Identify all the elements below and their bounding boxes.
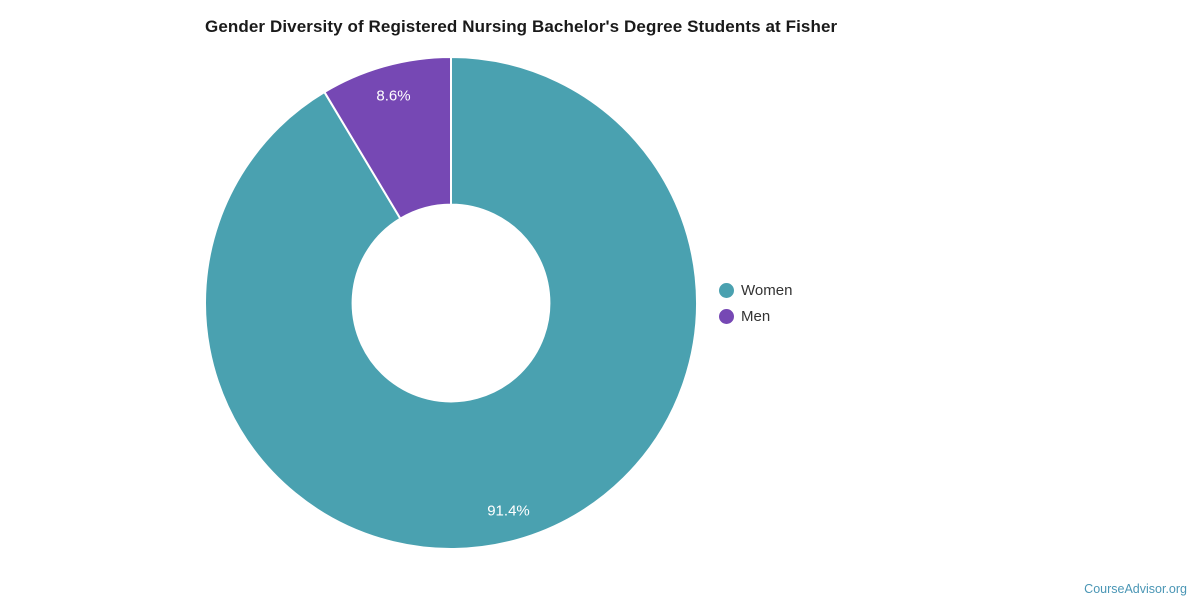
- legend-item-label: Women: [741, 281, 793, 299]
- legend-item-label: Men: [741, 307, 771, 325]
- legend-marker-men-icon: [719, 308, 734, 324]
- watermark-link[interactable]: CourseAdvisor.org: [1084, 582, 1187, 596]
- legend-item-women[interactable]: Women: [719, 277, 792, 303]
- legend-marker-women-icon: [719, 282, 734, 298]
- pie-slice-men[interactable]: [323, 56, 452, 220]
- slice-label-women: 91.4%: [487, 502, 530, 519]
- chart-title: Gender Diversity of Registered Nursing B…: [205, 17, 838, 36]
- legend: Women Men: [719, 277, 792, 329]
- pie-slice-women[interactable]: [204, 56, 698, 550]
- slice-label-men: 8.6%: [376, 88, 410, 105]
- legend-item-men[interactable]: Men: [719, 303, 792, 329]
